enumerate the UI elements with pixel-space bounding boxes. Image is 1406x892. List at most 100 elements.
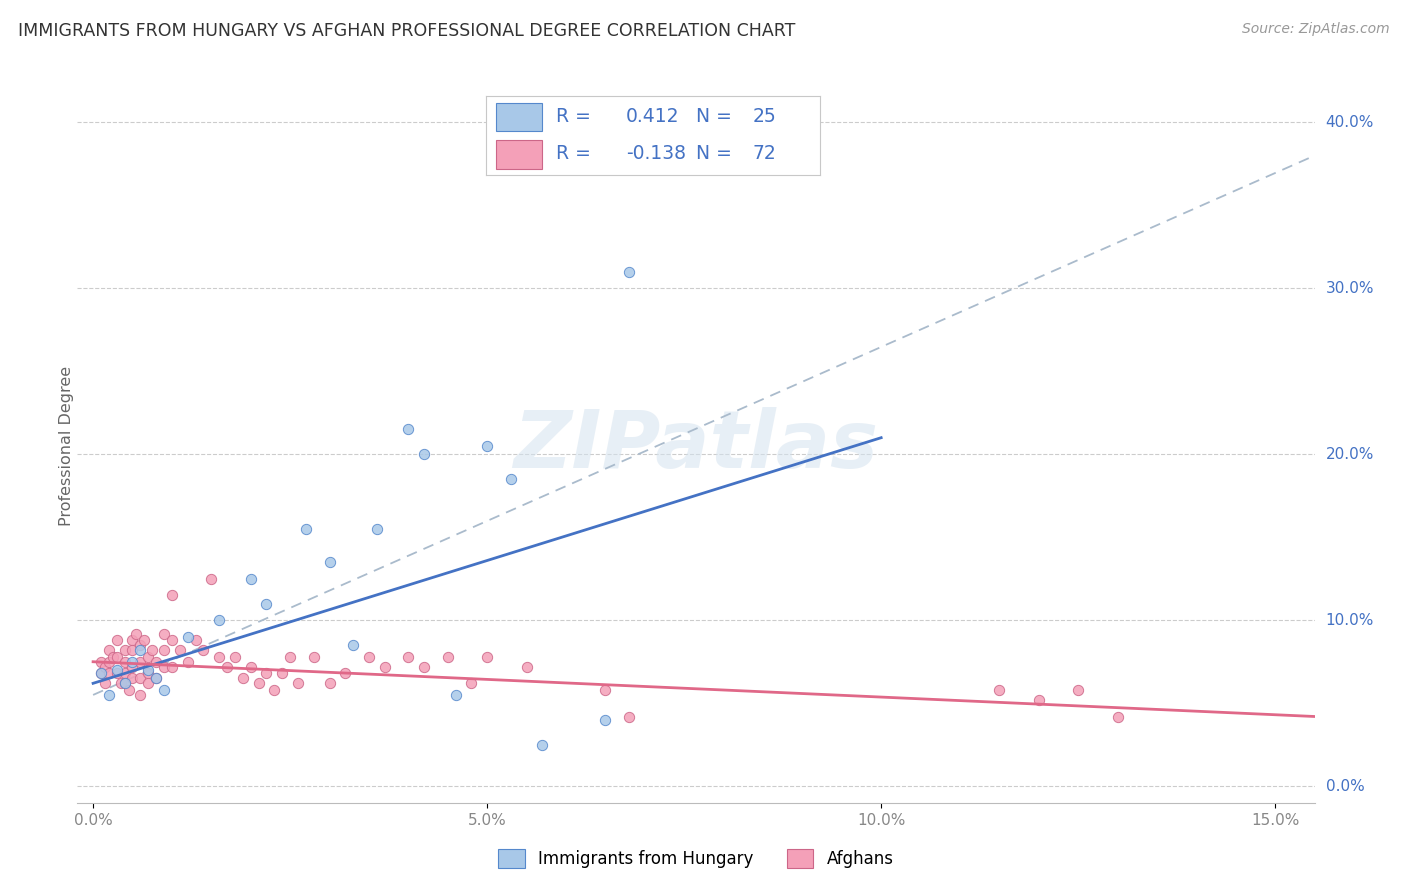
Point — [114, 643, 136, 657]
Point — [247, 676, 270, 690]
Text: Source: ZipAtlas.com: Source: ZipAtlas.com — [1241, 22, 1389, 37]
Text: R =: R = — [555, 145, 596, 163]
Point — [342, 638, 364, 652]
Point — [105, 633, 128, 648]
Point — [129, 688, 152, 702]
Text: 0.0%: 0.0% — [1326, 779, 1364, 794]
Point — [200, 572, 222, 586]
Point — [1107, 709, 1129, 723]
Point — [136, 649, 159, 664]
Y-axis label: Professional Degree: Professional Degree — [59, 366, 73, 526]
Point — [396, 649, 419, 664]
Point — [134, 633, 156, 648]
Point — [97, 666, 120, 681]
Point — [141, 643, 163, 657]
Point — [239, 659, 262, 673]
Point — [176, 655, 198, 669]
Point — [110, 676, 132, 690]
Text: 72: 72 — [752, 145, 776, 163]
Point — [136, 676, 159, 690]
Point — [515, 659, 537, 673]
Point — [475, 649, 498, 664]
Point — [105, 663, 128, 677]
Point — [121, 633, 143, 648]
Point — [436, 649, 458, 664]
FancyBboxPatch shape — [496, 103, 543, 131]
Point — [357, 649, 380, 664]
Point — [1028, 693, 1050, 707]
Point — [125, 626, 148, 640]
Text: 25: 25 — [752, 107, 776, 127]
Point — [208, 649, 231, 664]
Point — [318, 676, 340, 690]
Point — [129, 643, 152, 657]
Point — [475, 439, 498, 453]
Point — [595, 713, 617, 727]
Point — [105, 666, 128, 681]
Point — [617, 265, 640, 279]
Point — [444, 688, 467, 702]
Point — [224, 649, 246, 664]
Text: 0.412: 0.412 — [626, 107, 679, 127]
Text: ZIPatlas: ZIPatlas — [513, 407, 879, 485]
Point — [90, 666, 112, 681]
Point — [121, 659, 143, 673]
Legend: Immigrants from Hungary, Afghans: Immigrants from Hungary, Afghans — [489, 840, 903, 877]
Point — [153, 626, 176, 640]
Point — [263, 682, 285, 697]
Point — [374, 659, 396, 673]
Point — [136, 663, 159, 677]
Point — [114, 676, 136, 690]
Point — [1067, 682, 1090, 697]
Point — [256, 597, 278, 611]
Point — [617, 709, 640, 723]
Text: IMMIGRANTS FROM HUNGARY VS AFGHAN PROFESSIONAL DEGREE CORRELATION CHART: IMMIGRANTS FROM HUNGARY VS AFGHAN PROFES… — [18, 22, 796, 40]
Point — [105, 649, 128, 664]
Point — [232, 671, 254, 685]
Point — [145, 671, 167, 685]
Point — [129, 671, 152, 685]
Point — [160, 588, 183, 602]
Point — [318, 555, 340, 569]
Point — [90, 666, 112, 681]
Point — [97, 643, 120, 657]
Point — [193, 643, 215, 657]
Text: R =: R = — [555, 107, 596, 127]
Text: 40.0%: 40.0% — [1326, 115, 1374, 130]
Text: -0.138: -0.138 — [626, 145, 686, 163]
Point — [413, 659, 436, 673]
Point — [97, 688, 120, 702]
Point — [153, 682, 176, 697]
Point — [208, 613, 231, 627]
Point — [287, 676, 309, 690]
Point — [531, 738, 554, 752]
Point — [117, 682, 139, 697]
Point — [988, 682, 1011, 697]
Point — [256, 666, 278, 681]
Point — [153, 659, 176, 673]
Text: N =: N = — [696, 145, 738, 163]
Point — [121, 671, 143, 685]
Point — [94, 676, 117, 690]
Point — [136, 666, 159, 681]
Point — [413, 447, 436, 461]
Point — [160, 633, 183, 648]
Point — [160, 659, 183, 673]
Point — [176, 630, 198, 644]
Point — [153, 643, 176, 657]
Text: N =: N = — [696, 107, 738, 127]
Point — [129, 655, 152, 669]
Point — [90, 655, 112, 669]
Point — [121, 643, 143, 657]
Point — [295, 522, 318, 536]
Point — [94, 659, 117, 673]
Point — [101, 649, 124, 664]
Point — [396, 422, 419, 436]
Point — [595, 682, 617, 697]
Point — [97, 655, 120, 669]
Point — [114, 666, 136, 681]
Text: 30.0%: 30.0% — [1326, 281, 1374, 296]
Point — [302, 649, 325, 664]
Point — [278, 649, 301, 664]
FancyBboxPatch shape — [496, 140, 543, 169]
